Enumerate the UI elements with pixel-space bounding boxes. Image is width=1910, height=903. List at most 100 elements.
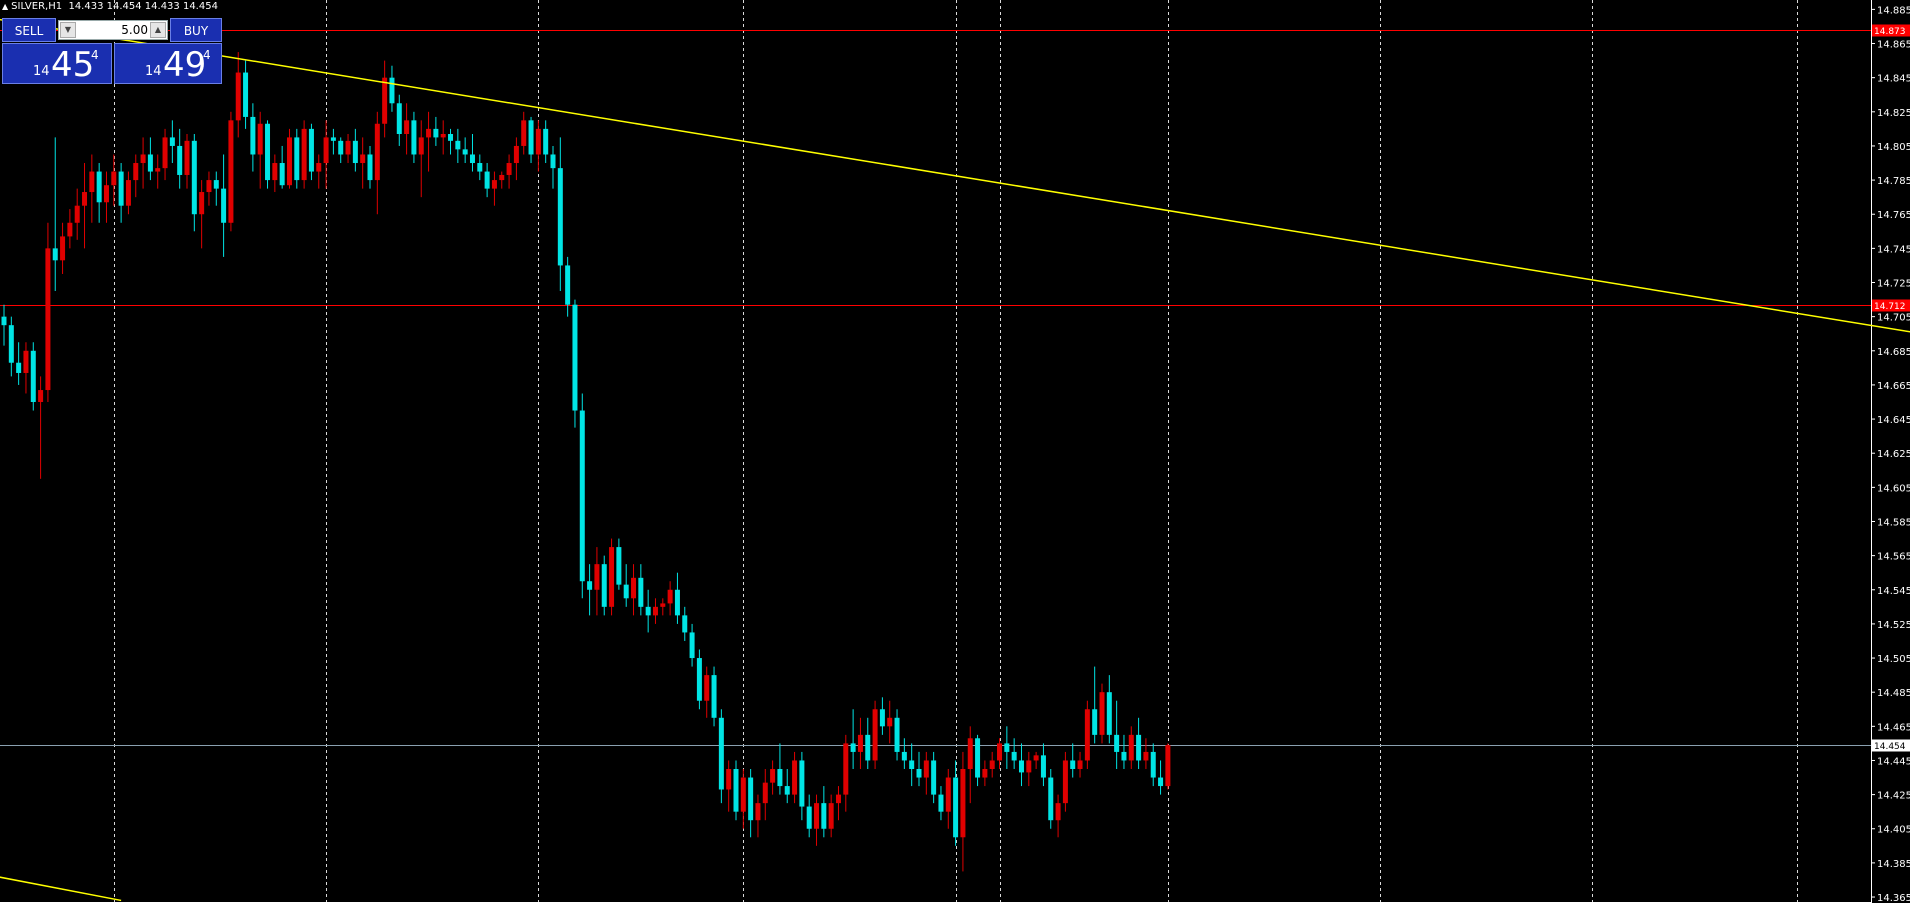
candle-body-93 xyxy=(682,615,688,633)
candle-127 xyxy=(931,751,937,804)
candle-104 xyxy=(762,769,768,821)
candle-body-20 xyxy=(147,154,153,172)
candle-body-33 xyxy=(243,72,249,117)
lot-decrease-arrow-icon[interactable]: ▼ xyxy=(60,22,76,38)
ytick-label-18: 14.525 xyxy=(1877,620,1910,631)
ytick-label-6: 14.765 xyxy=(1877,210,1910,221)
lot-size-stepper[interactable]: ▼ ▲ xyxy=(58,20,168,40)
candle-body-26 xyxy=(191,140,197,215)
ytick-label-19: 14.505 xyxy=(1877,654,1910,665)
candle-93 xyxy=(682,606,688,641)
candle-body-53 xyxy=(389,77,395,104)
candle-body-17 xyxy=(125,180,131,206)
candle-body-150 xyxy=(1099,692,1105,735)
resistance-trendline xyxy=(0,18,1910,333)
collapse-triangle-icon[interactable]: ▲ xyxy=(2,2,9,11)
candle-29 xyxy=(213,171,219,206)
candle-124 xyxy=(909,743,915,787)
candle-body-84 xyxy=(616,547,622,585)
candle-body-5 xyxy=(38,390,44,402)
candle-body-135 xyxy=(989,760,995,770)
support-trendline xyxy=(0,876,122,902)
candle-148 xyxy=(1084,700,1090,770)
sell-price-prefix: 14 xyxy=(33,64,50,79)
candle-98 xyxy=(718,709,724,804)
candle-body-69 xyxy=(506,163,512,175)
candle-body-63 xyxy=(462,149,468,155)
candle-52 xyxy=(382,60,388,138)
sell-button[interactable]: SELL xyxy=(2,18,56,42)
candle-body-76 xyxy=(557,168,563,266)
candle-12 xyxy=(89,154,95,223)
candle-77 xyxy=(565,256,571,317)
candle-43 xyxy=(316,154,322,189)
candle-body-105 xyxy=(770,769,776,783)
candle-143 xyxy=(1048,769,1054,829)
candle-body-134 xyxy=(982,769,988,778)
sell-price-quote[interactable]: 14 45 4 xyxy=(2,43,112,85)
candle-115 xyxy=(843,734,849,812)
candle-body-25 xyxy=(184,140,190,175)
ytick-label-22: 14.445 xyxy=(1877,756,1910,767)
candle-95 xyxy=(696,649,702,710)
candle-120 xyxy=(879,697,885,735)
candle-body-90 xyxy=(660,603,666,607)
candle-105 xyxy=(770,760,776,795)
lot-size-input[interactable] xyxy=(78,21,148,39)
candle-body-16 xyxy=(118,171,124,206)
candle-body-51 xyxy=(374,123,380,181)
ytick-label-1: 14.865 xyxy=(1877,40,1910,51)
candle-106 xyxy=(777,743,783,795)
candle-16 xyxy=(118,163,124,223)
candle-body-37 xyxy=(272,163,278,181)
candle-87 xyxy=(638,564,644,616)
buy-button[interactable]: BUY xyxy=(170,18,222,42)
candle-110 xyxy=(806,794,812,838)
candle-150 xyxy=(1099,683,1105,744)
candle-6 xyxy=(45,222,51,402)
candle-body-10 xyxy=(74,205,80,223)
candle-body-123 xyxy=(901,751,907,761)
candlesticks xyxy=(1,52,1171,872)
candle-body-83 xyxy=(609,547,615,607)
candle-body-66 xyxy=(484,171,490,189)
trendlines[interactable] xyxy=(0,18,1910,902)
candle-46 xyxy=(338,137,344,164)
candle-33 xyxy=(243,60,249,129)
candle-78 xyxy=(572,299,578,428)
lot-increase-arrow-icon[interactable]: ▲ xyxy=(150,22,166,38)
candle-body-157 xyxy=(1150,751,1156,778)
candle-144 xyxy=(1055,794,1061,838)
candle-body-95 xyxy=(696,658,702,701)
candle-body-86 xyxy=(631,577,637,599)
ytick-label-15: 14.585 xyxy=(1877,517,1910,528)
candle-body-118 xyxy=(865,734,871,761)
candle-body-47 xyxy=(345,140,351,155)
candle-79 xyxy=(579,393,585,599)
candle-131 xyxy=(960,751,966,872)
candle-body-34 xyxy=(250,116,256,155)
buy-price-main: 49 xyxy=(163,45,207,85)
candle-body-35 xyxy=(257,123,263,155)
candle-21 xyxy=(155,154,161,189)
buy-price-quote[interactable]: 14 49 4 xyxy=(114,43,222,85)
candle-100 xyxy=(733,760,739,821)
candle-body-148 xyxy=(1084,709,1090,761)
candle-10 xyxy=(74,188,80,240)
candle-109 xyxy=(799,751,805,821)
candle-body-136 xyxy=(997,743,1003,761)
candle-body-50 xyxy=(367,154,373,181)
candle-body-61 xyxy=(448,133,454,141)
candle-86 xyxy=(631,564,637,616)
candle-body-91 xyxy=(667,589,673,604)
candle-130 xyxy=(953,760,959,846)
candle-body-113 xyxy=(828,803,834,829)
candle-153 xyxy=(1121,734,1127,770)
candle-body-40 xyxy=(294,137,300,181)
candle-body-36 xyxy=(265,123,271,181)
candle-92 xyxy=(674,572,680,624)
candle-154 xyxy=(1128,726,1134,770)
symbol-name: SILVER,H1 xyxy=(11,1,63,12)
candle-45 xyxy=(330,128,336,155)
